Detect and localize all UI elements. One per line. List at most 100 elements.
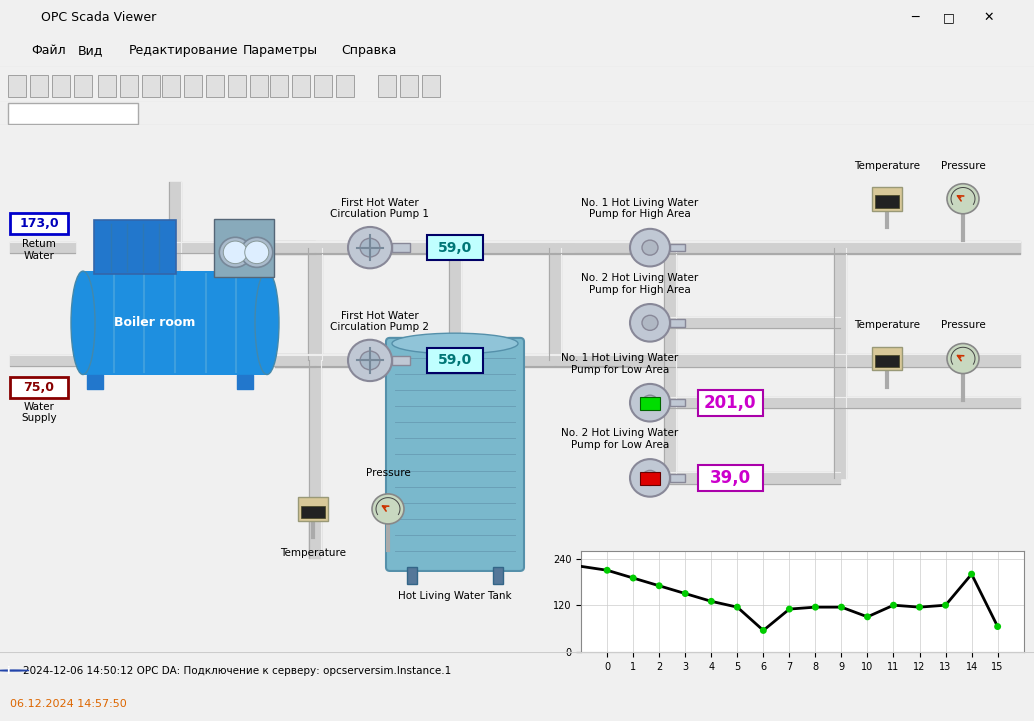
Text: □: □ [943,11,955,24]
FancyBboxPatch shape [406,567,417,584]
FancyBboxPatch shape [392,243,410,252]
Text: Редактирование: Редактирование [129,44,239,58]
Text: Pressure: Pressure [941,320,985,330]
Text: i: i [6,665,10,676]
FancyBboxPatch shape [94,221,176,274]
Text: No. 2 Hot Living Water
Pump for Low Area: No. 2 Hot Living Water Pump for Low Area [561,428,678,450]
Circle shape [372,494,404,524]
FancyBboxPatch shape [214,218,274,277]
FancyBboxPatch shape [10,377,68,398]
FancyBboxPatch shape [314,75,332,97]
FancyBboxPatch shape [670,244,685,252]
Text: ✕: ✕ [14,109,22,119]
FancyBboxPatch shape [8,103,138,125]
FancyBboxPatch shape [392,355,410,365]
FancyBboxPatch shape [698,465,762,491]
FancyBboxPatch shape [493,567,504,584]
FancyBboxPatch shape [52,75,70,97]
FancyBboxPatch shape [30,75,48,97]
Circle shape [630,459,670,497]
FancyBboxPatch shape [120,75,138,97]
Point [677,588,694,599]
Text: Параметры: Параметры [243,44,318,58]
Circle shape [630,384,670,422]
FancyBboxPatch shape [875,195,899,208]
Point [937,599,953,611]
FancyBboxPatch shape [74,75,92,97]
FancyBboxPatch shape [872,347,902,371]
Point [833,601,850,613]
Text: 39,0: 39,0 [709,469,751,487]
Text: Monitoring system: Monitoring system [28,109,131,119]
Circle shape [642,315,658,330]
FancyBboxPatch shape [292,75,310,97]
Text: 75,0: 75,0 [24,381,55,394]
FancyBboxPatch shape [298,497,328,521]
Text: Вид: Вид [78,44,103,58]
FancyBboxPatch shape [400,75,418,97]
Point [808,601,824,613]
Circle shape [642,395,658,410]
Point [625,572,641,584]
Text: No. 1 Hot Living Water
Pump for Low Area: No. 1 Hot Living Water Pump for Low Area [561,353,678,374]
Ellipse shape [392,333,518,354]
Circle shape [348,340,392,381]
Text: First Hot Water
Circulation Pump 1: First Hot Water Circulation Pump 1 [331,198,429,219]
Point [964,568,980,580]
Circle shape [642,470,658,485]
Point [859,611,876,623]
Text: Temperature: Temperature [854,320,920,330]
Point [703,596,720,607]
Text: Temperature: Temperature [280,549,346,558]
Circle shape [245,241,269,264]
Point [885,599,902,611]
Circle shape [630,304,670,342]
Circle shape [241,237,273,267]
FancyBboxPatch shape [250,75,268,97]
Text: Pressure: Pressure [366,468,410,478]
Text: Справка: Справка [341,44,397,58]
Circle shape [630,229,670,267]
FancyBboxPatch shape [83,271,267,374]
Circle shape [360,351,379,370]
Text: 59,0: 59,0 [437,241,473,255]
FancyBboxPatch shape [872,187,902,211]
Point [599,565,615,576]
Text: Файл: Файл [31,44,65,58]
Text: ✕: ✕ [983,11,994,24]
FancyBboxPatch shape [640,472,660,485]
FancyBboxPatch shape [142,75,160,97]
Point [990,621,1006,632]
Point [781,603,797,615]
Text: ─: ─ [911,11,919,24]
FancyBboxPatch shape [184,75,202,97]
Circle shape [223,241,247,264]
Circle shape [360,239,379,257]
Circle shape [348,227,392,268]
FancyBboxPatch shape [162,75,180,97]
FancyBboxPatch shape [336,75,354,97]
Text: 59,0: 59,0 [437,353,473,368]
Point [651,580,668,591]
Ellipse shape [71,271,95,374]
FancyBboxPatch shape [229,75,246,97]
Text: Water
Supply: Water Supply [21,402,57,423]
Text: OPC Scada Viewer: OPC Scada Viewer [41,11,156,24]
FancyBboxPatch shape [640,397,660,410]
FancyBboxPatch shape [8,75,26,97]
Point [729,601,746,613]
FancyBboxPatch shape [670,474,685,482]
Text: Retum
Water: Retum Water [22,239,56,261]
FancyBboxPatch shape [698,389,762,416]
Text: 2024-12-06 14:50:12 OPC DA: Подключение к серверу: opcserversim.Instance.1: 2024-12-06 14:50:12 OPC DA: Подключение … [23,665,451,676]
Circle shape [947,184,979,214]
Text: 06.12.2024 14:57:50: 06.12.2024 14:57:50 [10,699,127,709]
Text: First Hot Water
Circulation Pump 2: First Hot Water Circulation Pump 2 [331,311,429,332]
FancyBboxPatch shape [670,399,685,407]
Circle shape [219,237,251,267]
FancyBboxPatch shape [386,338,524,571]
FancyBboxPatch shape [875,355,899,368]
Ellipse shape [255,271,279,374]
Circle shape [0,670,29,671]
FancyBboxPatch shape [10,213,68,234]
